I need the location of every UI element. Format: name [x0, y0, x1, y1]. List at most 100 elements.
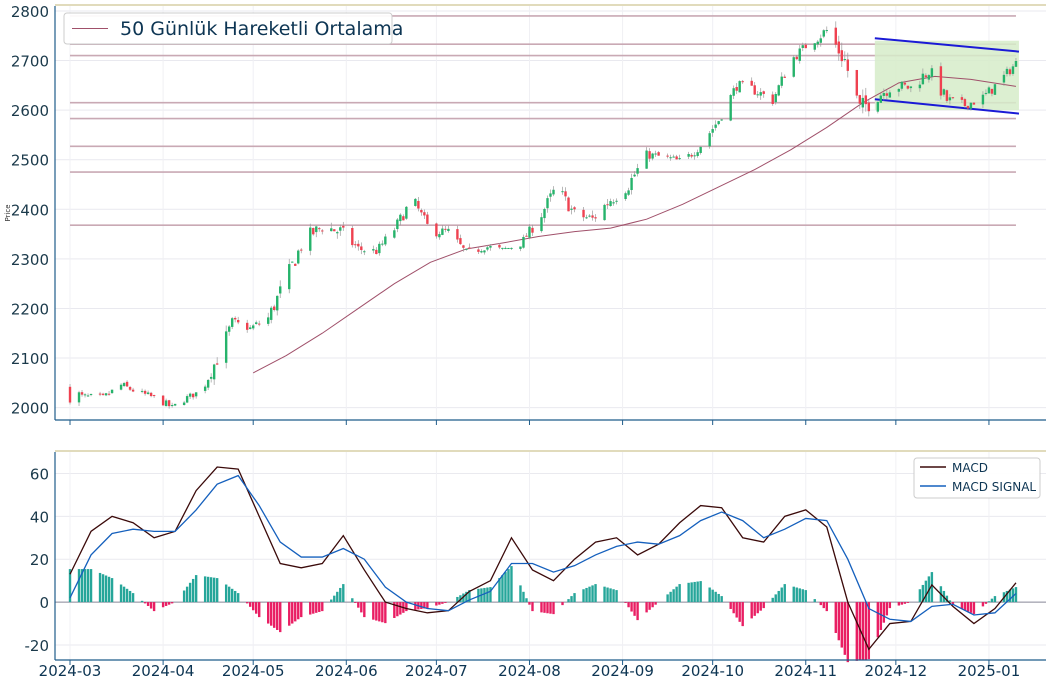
histogram-bar	[543, 602, 546, 613]
histogram-bar	[507, 569, 510, 603]
candle-body	[651, 153, 654, 159]
candle-body	[753, 85, 756, 95]
candle-body	[690, 154, 693, 157]
candle-body	[756, 94, 759, 96]
date-tick-label: 2024-11	[774, 662, 837, 680]
histogram-bar	[570, 596, 573, 603]
histogram-bar	[456, 596, 459, 603]
candle-body	[360, 246, 363, 251]
histogram-bar	[441, 602, 444, 604]
histogram-bar	[561, 602, 564, 606]
candle-body	[648, 151, 651, 159]
candle-body	[146, 392, 150, 395]
histogram-bar	[462, 593, 465, 603]
candle-body	[309, 227, 312, 251]
candle-body	[101, 393, 105, 395]
candle-body	[504, 247, 507, 249]
candle-body	[762, 91, 765, 94]
candle-body	[357, 243, 360, 247]
candle-body	[969, 102, 973, 109]
candle-body	[462, 245, 465, 248]
histogram-bar	[381, 602, 384, 623]
date-tick-label: 2024-04	[132, 662, 195, 680]
candle-body	[567, 197, 570, 212]
histogram-bar	[459, 595, 462, 603]
histogram-bar	[624, 602, 627, 603]
candle-body	[321, 230, 324, 232]
histogram-bar	[83, 569, 87, 603]
histogram-bar	[651, 602, 654, 608]
histogram-bar	[206, 576, 210, 603]
candle-body	[291, 261, 294, 263]
candle-body	[780, 76, 783, 86]
price-axis-label: Price	[4, 204, 12, 221]
candle-body	[212, 364, 216, 380]
candle-body	[248, 327, 252, 329]
histogram-bar	[146, 602, 150, 606]
histogram-bar	[876, 602, 880, 638]
candle-body	[606, 204, 609, 206]
date-tick-label: 2024-07	[405, 662, 468, 680]
candle-body	[633, 174, 636, 177]
candle-body	[720, 119, 723, 121]
histogram-bar	[378, 602, 381, 622]
candle-body	[489, 245, 492, 248]
candle-body	[510, 247, 513, 249]
candle-body	[990, 88, 994, 94]
histogram-bar	[1014, 587, 1018, 603]
histogram-bar	[504, 572, 507, 603]
candle-body	[173, 403, 177, 406]
candle-body	[1011, 66, 1015, 74]
histogram-bar	[80, 569, 84, 603]
candle-body	[519, 246, 522, 249]
candle-body	[948, 97, 952, 101]
histogram-bar	[864, 602, 868, 660]
histogram-bar	[762, 602, 765, 609]
candle-body	[206, 379, 210, 388]
candle-body	[224, 331, 228, 363]
histogram-bar	[405, 602, 408, 612]
candle-body	[215, 363, 219, 365]
date-tick-label: 2024-08	[498, 662, 561, 680]
candle-body	[402, 216, 405, 221]
histogram-bar	[612, 589, 615, 603]
price-legend: 50 Günlük Hareketli Ortalama	[63, 12, 403, 45]
histogram-bar	[699, 581, 702, 603]
candle-body	[714, 124, 717, 128]
candle-body	[486, 247, 489, 250]
histogram-bar	[230, 588, 234, 603]
histogram-bar	[780, 587, 783, 603]
candle-body	[125, 381, 129, 387]
histogram-bar	[68, 569, 72, 603]
histogram-bar	[963, 602, 967, 611]
histogram-bar	[588, 586, 591, 603]
histogram-bar	[167, 602, 171, 605]
histogram-bar	[360, 602, 363, 613]
histogram-bar	[182, 590, 186, 603]
candle-body	[609, 201, 612, 207]
candle-body	[669, 157, 672, 159]
candlesticks	[68, 21, 1018, 409]
macd-tick-label: 20	[30, 551, 49, 569]
histogram-bar	[930, 572, 934, 603]
candle-body	[654, 153, 657, 155]
candle-body	[546, 198, 549, 209]
histogram-bar	[945, 595, 949, 603]
candle-body	[858, 95, 862, 104]
candle-body	[960, 97, 964, 100]
candle-body	[951, 97, 955, 99]
candle-body	[906, 85, 910, 89]
histogram-bar	[149, 602, 153, 609]
price-tick-label: 2300	[11, 251, 49, 269]
candle-body	[687, 154, 690, 157]
histogram-bar	[801, 589, 804, 603]
candle-body	[444, 228, 447, 230]
histogram-bar	[666, 594, 669, 603]
candle-body	[300, 249, 303, 251]
histogram-bar	[519, 585, 522, 603]
histogram-bar	[258, 602, 261, 618]
candle-body	[693, 155, 696, 157]
macd-legend: MACD MACD SIGNAL	[913, 457, 1041, 499]
date-tick-label: 2024-12	[865, 662, 928, 680]
candle-body	[498, 244, 501, 248]
